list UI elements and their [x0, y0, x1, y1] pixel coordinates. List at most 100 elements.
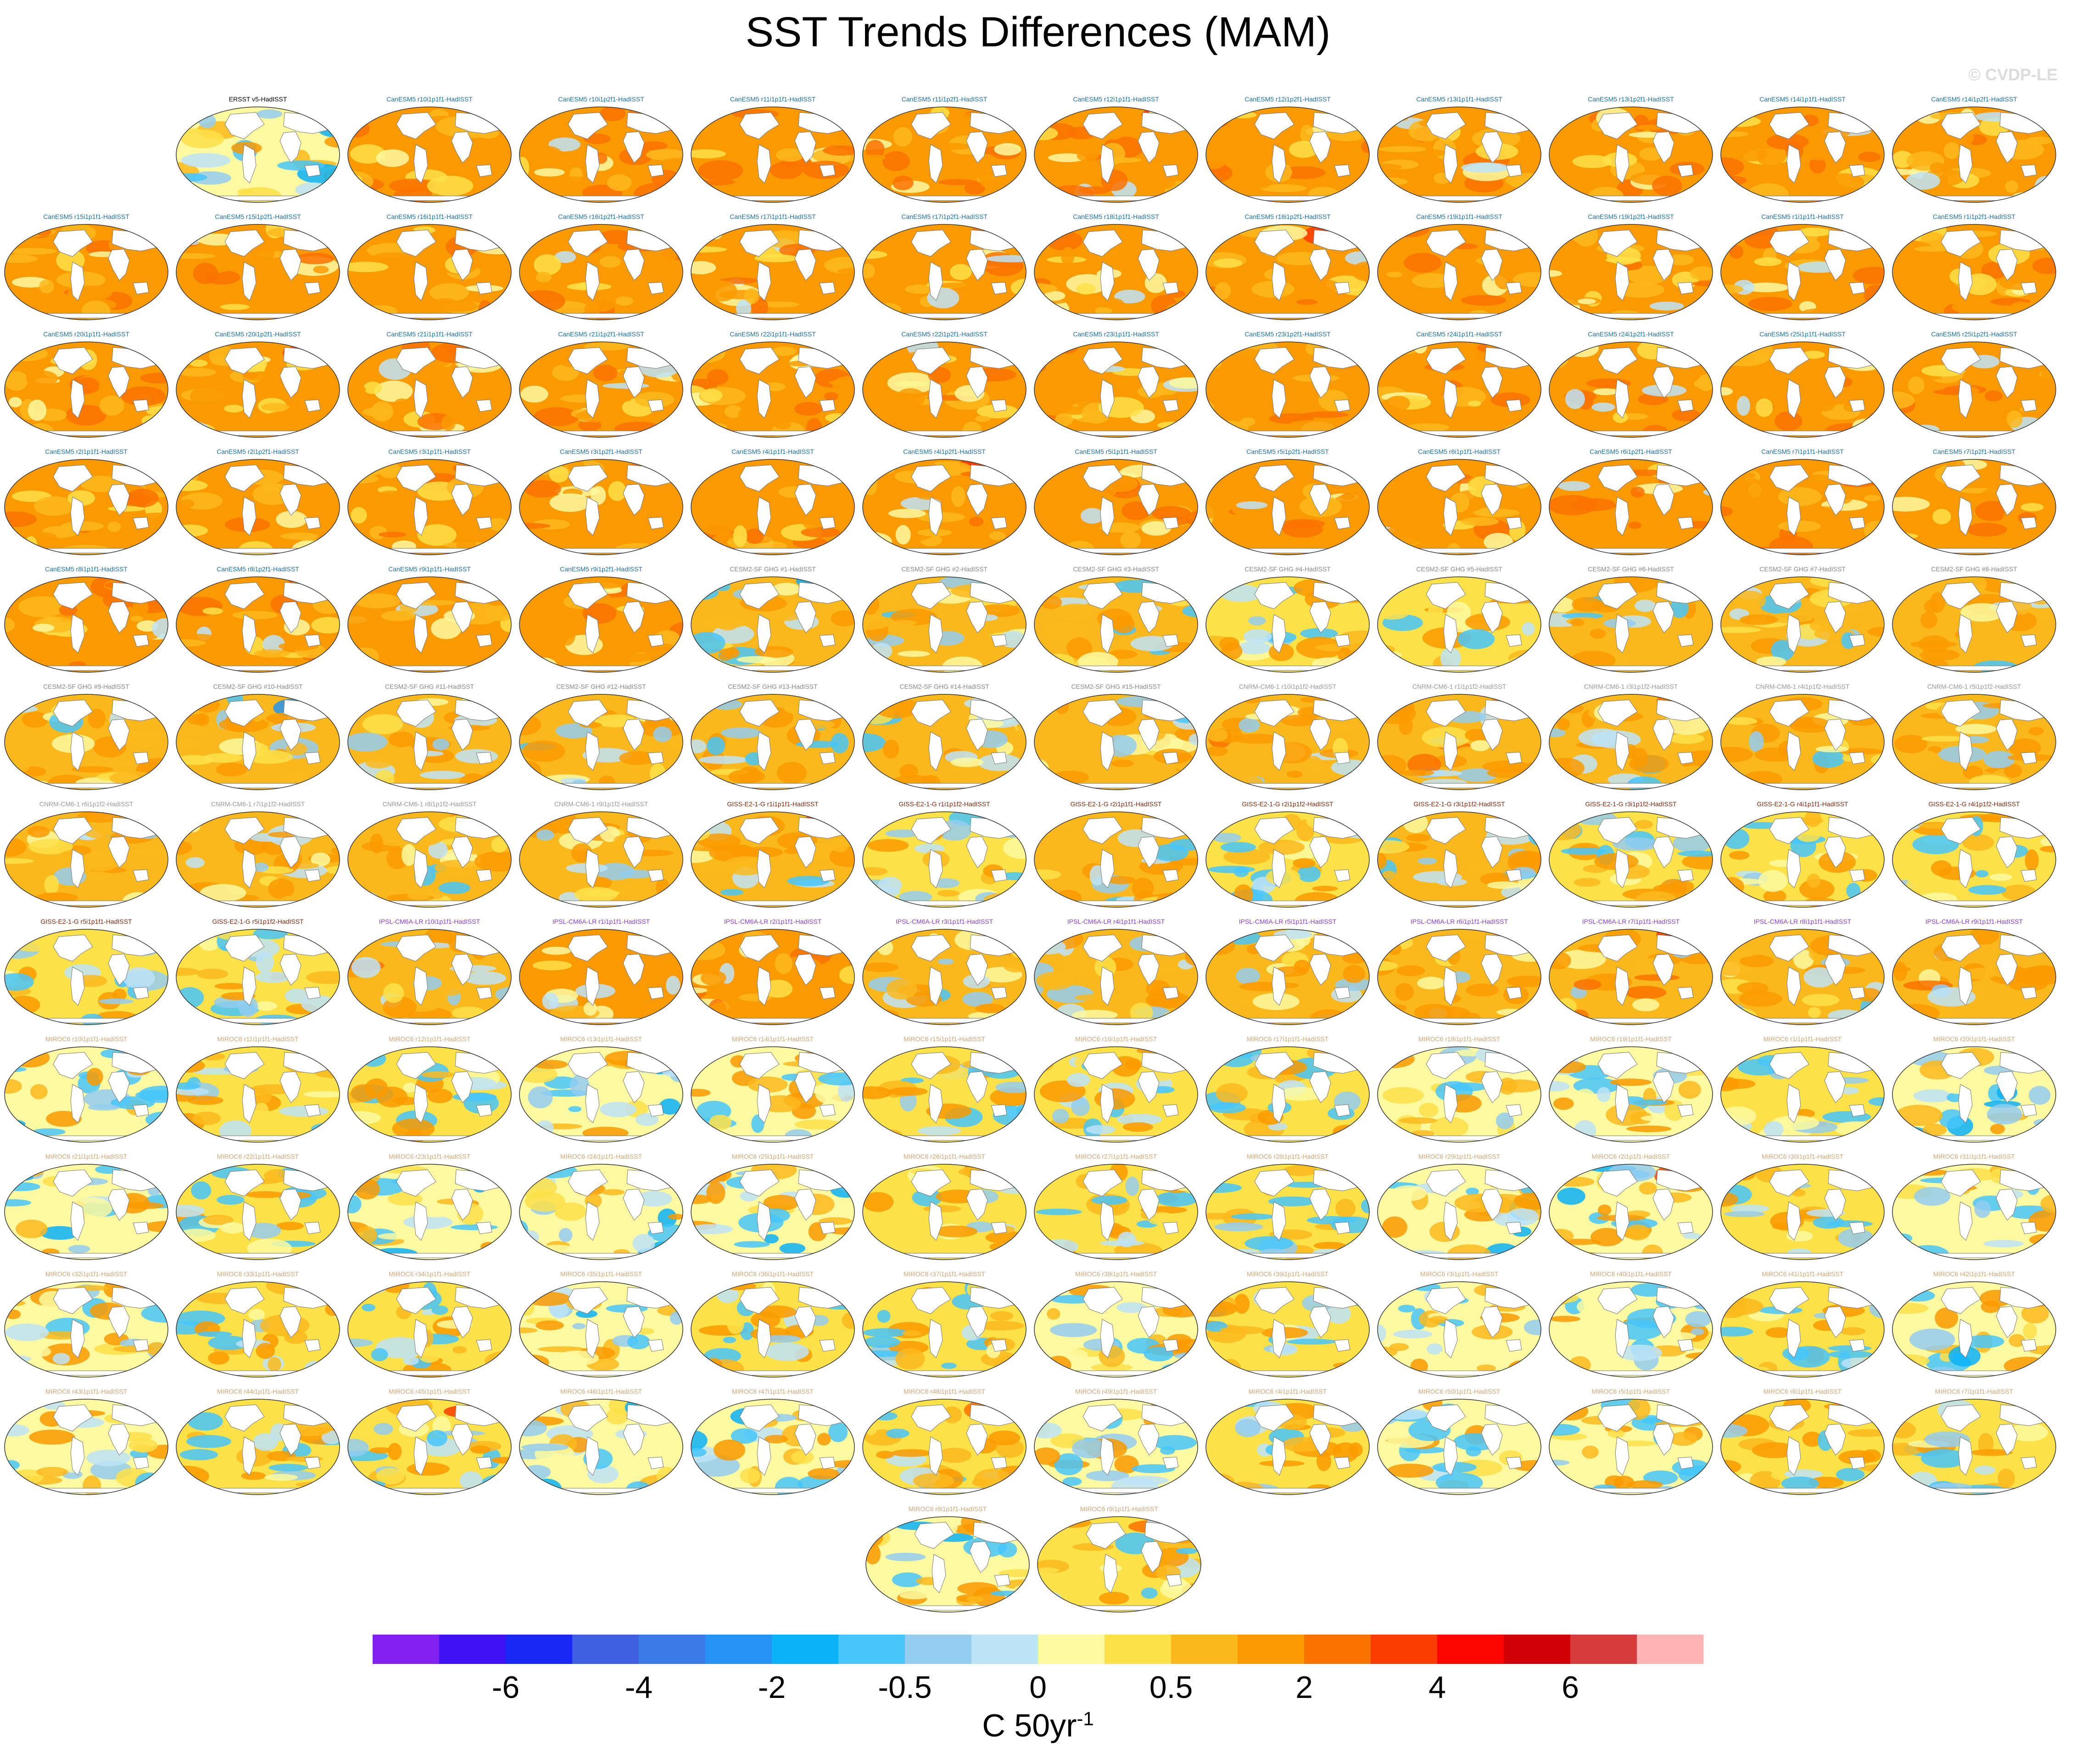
map-panel: MIROC6 r12i1p1f1-HadISST	[347, 1034, 512, 1144]
land-mask	[1334, 1222, 1351, 1234]
land-mask	[1334, 399, 1351, 412]
land-mask	[647, 1222, 664, 1234]
land-mask	[647, 1339, 664, 1352]
land-mask	[1138, 836, 1160, 868]
land-mask	[1958, 614, 1973, 653]
sst-field	[863, 1399, 1026, 1495]
sst-trend-map	[347, 929, 512, 1025]
land-mask	[1309, 1423, 1331, 1456]
map-border	[1034, 459, 1198, 555]
land-mask	[739, 229, 780, 257]
colorbar-swatch	[1238, 1635, 1305, 1664]
sst-field	[1034, 929, 1198, 1025]
panel-title: CanESM5 r18i1p1f1-HadISST	[1073, 213, 1159, 220]
land-mask	[1615, 1201, 1630, 1241]
sst-trend-map	[1549, 106, 1713, 203]
land-mask	[1162, 1339, 1179, 1352]
panel-title: CNRM-CM6-1 r4i1p1f2-HadISST	[1755, 683, 1850, 690]
panel-title: CESM2-SF GHG #4-HadISST	[1244, 565, 1331, 573]
land-mask	[476, 1222, 492, 1234]
map-panel: MIROC6 r7i1p1f1-HadISST	[1892, 1386, 2057, 1496]
map-panel: MIROC6 r50i1p1f1-HadISST	[1377, 1386, 1542, 1496]
land-mask	[1597, 347, 1638, 374]
map-panel: MIROC6 r4i1p1f1-HadISST	[1205, 1386, 1370, 1496]
map-border	[176, 811, 340, 908]
map-panel: CanESM5 r19i1p2f1-HadISST	[1548, 212, 1713, 322]
land-mask	[1138, 954, 1160, 986]
land-mask	[568, 1169, 608, 1197]
sst-trend-map	[1205, 1164, 1370, 1260]
land-mask	[1677, 282, 1694, 295]
map-border	[865, 1516, 1030, 1613]
map-border	[1720, 341, 1885, 438]
land-mask	[585, 731, 600, 771]
land-mask	[757, 144, 771, 184]
land-mask	[1481, 836, 1503, 868]
map-panel: MIROC6 r34i1p1f1-HadISST	[347, 1269, 512, 1379]
land-mask	[585, 1084, 600, 1123]
sst-trend-map	[1720, 341, 1885, 438]
map-panel: CanESM5 r10i1p2f1-HadISST	[519, 94, 684, 204]
panel-title: CanESM5 r16i1p1f1-HadISST	[386, 213, 473, 220]
sst-trend-map	[1549, 929, 1713, 1025]
map-panel: CanESM5 r24i1p2f1-HadISST	[1548, 329, 1713, 439]
map-border	[1720, 224, 1885, 320]
sst-trend-map	[1377, 694, 1541, 790]
land-mask	[133, 634, 149, 647]
sst-trend-map	[519, 1046, 683, 1143]
land-mask	[242, 1201, 257, 1241]
map-border	[1892, 929, 2056, 1025]
sst-trend-map	[4, 1399, 168, 1495]
map-border	[1549, 459, 1713, 555]
land-mask	[1254, 464, 1295, 492]
land-mask	[108, 484, 130, 516]
land-mask	[1426, 347, 1466, 374]
map-panel: CanESM5 r13i1p1f1-HadISST	[1377, 94, 1542, 204]
panel-title: CanESM5 r25i1p1f1-HadISST	[1759, 330, 1846, 338]
colorbar-swatch	[971, 1635, 1038, 1664]
map-panel: CanESM5 r15i1p1f1-HadISST	[4, 212, 169, 322]
panel-title: CanESM5 r8i1p1f1-HadISST	[45, 565, 128, 573]
sst-trend-map	[1034, 929, 1198, 1025]
colorbar-swatch	[1171, 1635, 1238, 1664]
map-panel: MIROC6 r44i1p1f1-HadISST	[175, 1386, 340, 1496]
land-mask	[1615, 731, 1630, 771]
sst-field	[5, 812, 168, 907]
sst-trend-map	[519, 106, 683, 203]
map-border	[691, 1281, 855, 1378]
sst-trend-map	[347, 224, 512, 320]
sst-trend-map	[691, 106, 855, 203]
land-mask	[224, 1052, 265, 1079]
land-mask	[1272, 731, 1286, 771]
land-mask	[108, 719, 130, 751]
sst-trend-map	[1892, 811, 2056, 908]
panel-title: CanESM5 r8i1p2f1-HadISST	[217, 565, 299, 573]
map-panel: MIROC6 r29i1p1f1-HadISST	[1377, 1151, 1542, 1262]
land-mask	[279, 366, 301, 398]
land-mask	[224, 1404, 265, 1432]
sst-trend-map	[1034, 341, 1198, 438]
panel-title: GISS-E2-1-G r1i1p1f2-HadISST	[898, 800, 990, 808]
panel-title: CanESM5 r7i1p2f1-HadISST	[1933, 448, 2015, 455]
map-panel: CanESM5 r18i1p2f1-HadISST	[1205, 212, 1370, 322]
sst-trend-map	[862, 1281, 1027, 1378]
sst-trend-map	[4, 224, 168, 320]
map-panel: MIROC6 r43i1p1f1-HadISST	[4, 1386, 169, 1496]
land-mask	[224, 347, 265, 374]
map-border	[862, 811, 1027, 908]
land-mask	[1162, 1457, 1179, 1469]
colorbar-swatch	[1504, 1635, 1571, 1664]
sst-trend-map	[862, 1399, 1027, 1495]
sst-trend-map	[1205, 341, 1370, 438]
land-mask	[794, 1306, 816, 1338]
sst-field	[176, 694, 340, 790]
sst-trend-map	[347, 694, 512, 790]
land-mask	[1162, 517, 1179, 530]
land-mask	[1162, 399, 1179, 412]
land-mask	[1100, 849, 1115, 888]
colorbar-tick-label: 0	[1029, 1670, 1047, 1705]
sst-trend-map	[519, 811, 683, 908]
map-border	[1892, 341, 2056, 438]
land-mask	[451, 719, 473, 751]
land-mask	[1506, 517, 1522, 530]
